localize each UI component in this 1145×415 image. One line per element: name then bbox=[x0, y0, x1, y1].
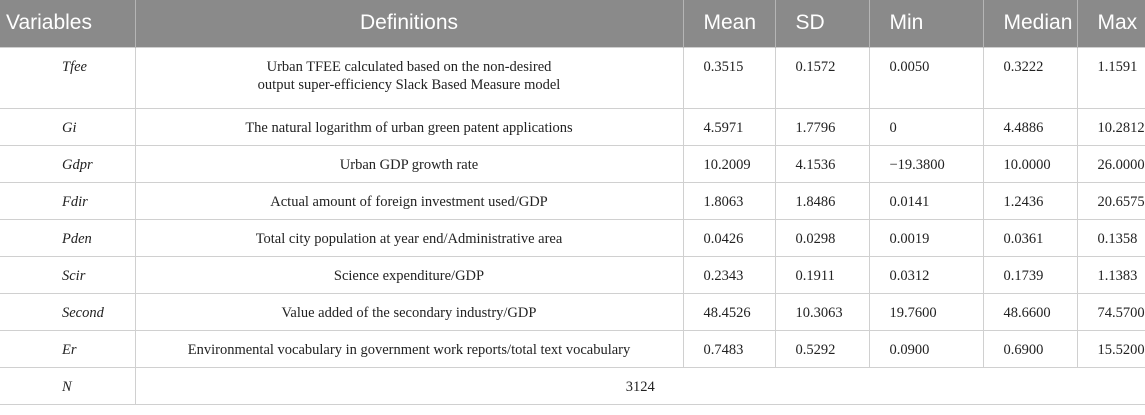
variable-cell: Gdpr bbox=[0, 144, 135, 182]
sd-cell: 10.3063 bbox=[774, 292, 869, 330]
header-row: Variables Definitions Mean SD Min Median… bbox=[0, 0, 1145, 47]
definition-line: Urban TFEE calculated based on the non-d… bbox=[266, 58, 552, 75]
definition-cell: Urban GDP growth rate bbox=[134, 144, 683, 182]
median-cell: 0.3222 bbox=[982, 46, 1077, 108]
min-cell: 19.7600 bbox=[868, 292, 983, 330]
table-row: Gdpr Urban GDP growth rate 10.2009 4.153… bbox=[0, 144, 1145, 182]
descriptive-statistics-table: Variables Definitions Mean SD Min Median… bbox=[0, 0, 1145, 405]
definition-cell: Value added of the secondary industry/GD… bbox=[134, 292, 683, 330]
header-min: Min bbox=[868, 0, 983, 47]
variable-cell: Second bbox=[0, 292, 135, 330]
max-cell: 1.1383 bbox=[1076, 255, 1145, 293]
min-cell: 0.0900 bbox=[868, 329, 983, 367]
mean-cell: 0.0426 bbox=[682, 218, 775, 256]
header-sd: SD bbox=[774, 0, 869, 47]
variable-cell: N bbox=[0, 366, 135, 405]
variable-cell: Fdir bbox=[0, 181, 135, 219]
sd-cell: 0.0298 bbox=[774, 218, 869, 256]
min-cell: 0.0050 bbox=[868, 46, 983, 108]
definition-cell: Environmental vocabulary in government w… bbox=[134, 329, 683, 367]
sd-cell: 1.8486 bbox=[774, 181, 869, 219]
definition-cell: The natural logarithm of urban green pat… bbox=[134, 107, 683, 145]
mean-cell: 10.2009 bbox=[682, 144, 775, 182]
sd-cell: 4.1536 bbox=[774, 144, 869, 182]
definition-cell: Urban TFEE calculated based on the non-d… bbox=[134, 46, 683, 108]
median-cell: 1.2436 bbox=[982, 181, 1077, 219]
mean-cell: 0.2343 bbox=[682, 255, 775, 293]
mean-cell: 4.5971 bbox=[682, 107, 775, 145]
variable-cell: Er bbox=[0, 329, 135, 367]
max-cell: 26.0000 bbox=[1076, 144, 1145, 182]
definition-cell: Actual amount of foreign investment used… bbox=[134, 181, 683, 219]
table-row: Gi The natural logarithm of urban green … bbox=[0, 107, 1145, 145]
max-cell: 1.1591 bbox=[1076, 46, 1145, 108]
max-cell: 15.5200 bbox=[1076, 329, 1145, 367]
min-cell: −19.3800 bbox=[868, 144, 983, 182]
variable-cell: Scir bbox=[0, 255, 135, 293]
median-cell: 4.4886 bbox=[982, 107, 1077, 145]
min-cell: 0.0141 bbox=[868, 181, 983, 219]
max-cell: 10.2812 bbox=[1076, 107, 1145, 145]
median-cell: 0.0361 bbox=[982, 218, 1077, 256]
median-cell: 0.6900 bbox=[982, 329, 1077, 367]
table-row: Tfee Urban TFEE calculated based on the … bbox=[0, 46, 1145, 108]
table-row: Second Value added of the secondary indu… bbox=[0, 292, 1145, 330]
sd-cell: 0.5292 bbox=[774, 329, 869, 367]
median-cell: 48.6600 bbox=[982, 292, 1077, 330]
mean-cell: 48.4526 bbox=[682, 292, 775, 330]
min-cell: 0 bbox=[868, 107, 983, 145]
sd-cell: 1.7796 bbox=[774, 107, 869, 145]
header-variables: Variables bbox=[0, 0, 135, 47]
mean-cell: 0.7483 bbox=[682, 329, 775, 367]
definition-cell: Total city population at year end/Admini… bbox=[134, 218, 683, 256]
table-row: Pden Total city population at year end/A… bbox=[0, 218, 1145, 256]
variable-cell: Tfee bbox=[0, 46, 135, 108]
median-cell: 10.0000 bbox=[982, 144, 1077, 182]
min-cell: 0.0312 bbox=[868, 255, 983, 293]
median-cell: 0.1739 bbox=[982, 255, 1077, 293]
mean-cell: 1.8063 bbox=[682, 181, 775, 219]
table-row: Fdir Actual amount of foreign investment… bbox=[0, 181, 1145, 219]
header-max: Max bbox=[1076, 0, 1145, 47]
variable-cell: Gi bbox=[0, 107, 135, 145]
variable-cell: Pden bbox=[0, 218, 135, 256]
min-cell: 0.0019 bbox=[868, 218, 983, 256]
max-cell: 74.5700 bbox=[1076, 292, 1145, 330]
table-row: Er Environmental vocabulary in governmen… bbox=[0, 329, 1145, 367]
table-row: Scir Science expenditure/GDP 0.2343 0.19… bbox=[0, 255, 1145, 293]
header-mean: Mean bbox=[682, 0, 775, 47]
header-definitions: Definitions bbox=[134, 0, 683, 47]
definition-cell: Science expenditure/GDP bbox=[134, 255, 683, 293]
max-cell: 0.1358 bbox=[1076, 218, 1145, 256]
sd-cell: 0.1911 bbox=[774, 255, 869, 293]
sample-size-row: N 3124 bbox=[0, 366, 1145, 405]
max-cell: 20.6575 bbox=[1076, 181, 1145, 219]
definition-line: output super-efficiency Slack Based Meas… bbox=[257, 76, 561, 93]
mean-cell: 0.3515 bbox=[682, 46, 775, 108]
sd-cell: 0.1572 bbox=[774, 46, 869, 108]
sample-size-value: 3124 bbox=[134, 366, 1145, 405]
header-median: Median bbox=[982, 0, 1077, 47]
